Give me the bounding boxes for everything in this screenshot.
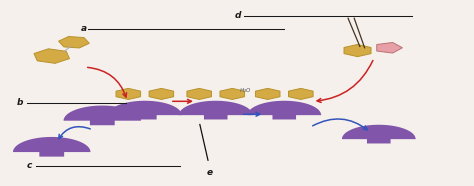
Text: b: b <box>17 98 23 107</box>
Text: a: a <box>81 24 87 33</box>
Polygon shape <box>187 88 211 100</box>
Polygon shape <box>108 101 182 119</box>
Polygon shape <box>344 44 371 57</box>
Polygon shape <box>255 88 280 100</box>
Text: e: e <box>207 168 213 177</box>
Polygon shape <box>247 101 321 119</box>
Text: d: d <box>234 11 241 20</box>
Polygon shape <box>34 49 70 63</box>
Polygon shape <box>220 88 245 100</box>
Text: $H_2O$: $H_2O$ <box>239 86 252 95</box>
Polygon shape <box>377 43 402 53</box>
Text: c: c <box>27 161 32 170</box>
Polygon shape <box>64 106 141 125</box>
Polygon shape <box>342 125 416 143</box>
Polygon shape <box>59 36 89 48</box>
Polygon shape <box>116 88 141 100</box>
Polygon shape <box>13 137 91 157</box>
Polygon shape <box>289 88 313 100</box>
Polygon shape <box>179 101 253 119</box>
Polygon shape <box>149 88 173 100</box>
